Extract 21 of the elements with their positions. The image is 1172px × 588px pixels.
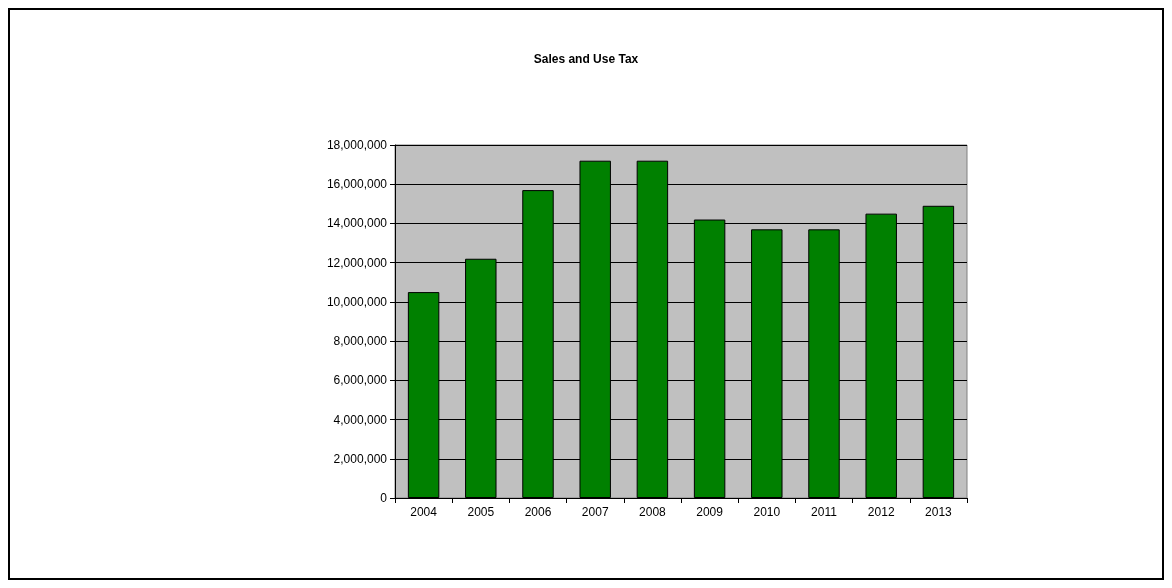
x-tick-label: 2007 (581, 505, 609, 519)
x-tick-label: 2005 (467, 505, 495, 519)
x-tick-label: 2008 (639, 505, 667, 519)
y-tick-label: 2,000,000 (333, 451, 388, 466)
x-tick-label: 2013 (925, 505, 953, 519)
y-tick-label: 18,000,000 (326, 138, 388, 152)
y-tick-label: 16,000,000 (326, 177, 388, 192)
y-tick-label: 12,000,000 (326, 255, 388, 270)
x-tick-label: 2009 (696, 505, 724, 519)
y-tick-label: 6,000,000 (333, 373, 388, 388)
x-tick-label: 2004 (410, 505, 438, 519)
chart-title: Sales and Use Tax (533, 52, 639, 66)
y-tick-label: 0 (380, 491, 388, 505)
y-tick-label: 14,000,000 (326, 216, 388, 231)
x-tick-label: 2012 (867, 505, 895, 519)
x-tick-label: 2006 (524, 505, 552, 519)
x-tick-label: 2011 (811, 505, 838, 519)
y-tick-label: 4,000,000 (333, 412, 388, 427)
y-tick-label: 10,000,000 (326, 294, 388, 309)
y-tick-label: 8,000,000 (333, 334, 388, 349)
x-tick-label: 2010 (753, 505, 781, 519)
